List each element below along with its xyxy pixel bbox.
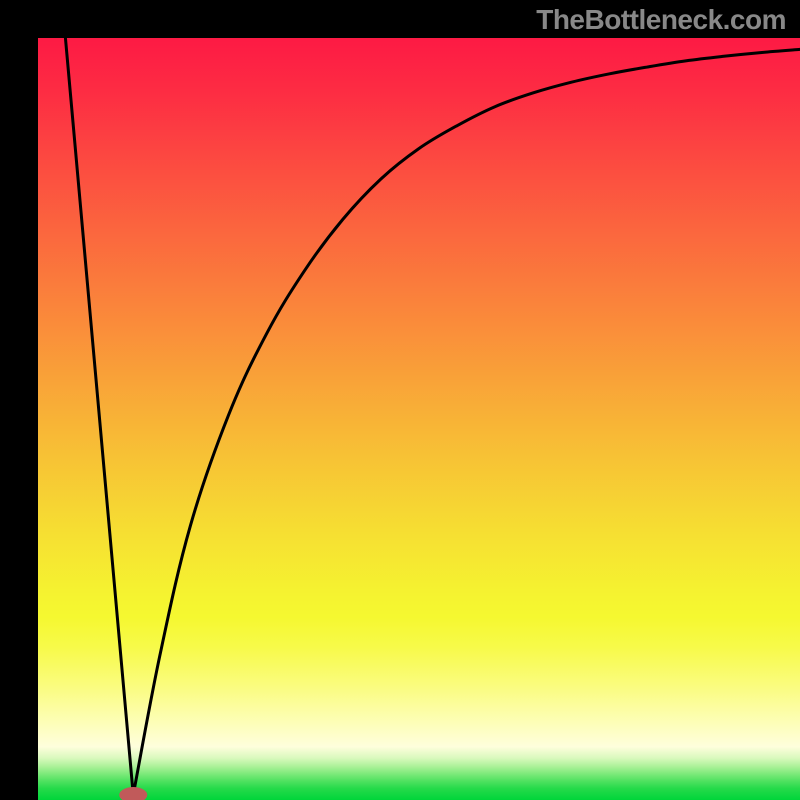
chart-container: TheBottleneck.com (0, 0, 800, 800)
plot-area (38, 38, 800, 800)
watermark-text: TheBottleneck.com (536, 4, 786, 36)
chart-svg (38, 38, 800, 800)
